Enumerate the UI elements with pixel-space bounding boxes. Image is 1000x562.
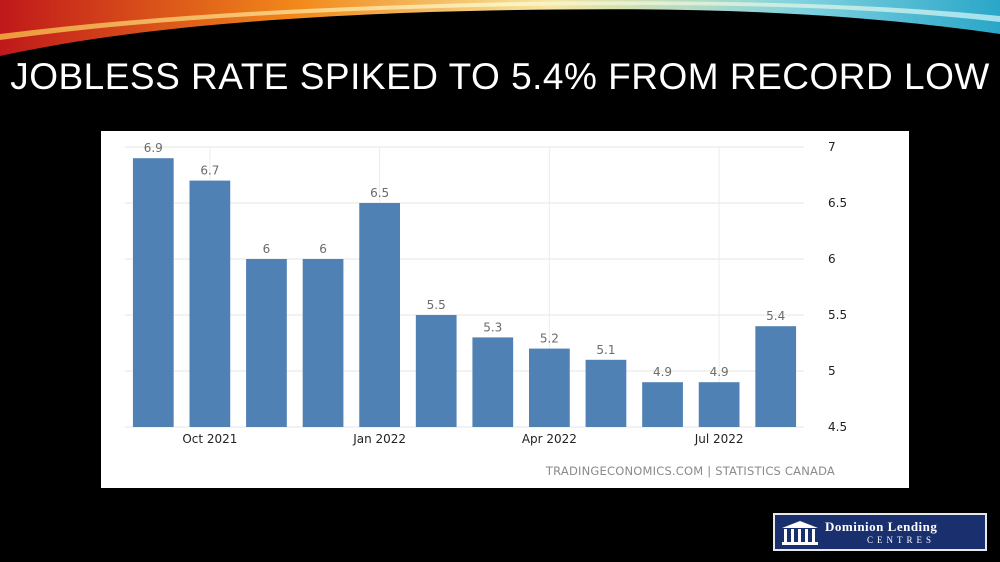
bar bbox=[359, 203, 400, 427]
y-tick-label: 4.5 bbox=[828, 420, 847, 434]
logo-subtitle: CENTRES bbox=[867, 535, 936, 545]
bar-value-labels: 6.9 6.7 6 6 6.5 5.5 5.3 5.2 5.1 4.9 4.9 5.4 bbox=[144, 141, 786, 379]
bar-value-label: 5.3 bbox=[483, 320, 502, 334]
bar-value-label: 5.2 bbox=[540, 332, 559, 346]
logo-wordmark: Dominion Lending bbox=[825, 519, 938, 534]
x-tick-label: Jan 2022 bbox=[352, 432, 406, 446]
bar bbox=[415, 315, 457, 427]
bar-value-label: 4.9 bbox=[710, 365, 729, 379]
x-tick-label: Jul 2022 bbox=[694, 432, 744, 446]
source-credit: TRADINGECONOMICS.COM | STATISTICS CANADA bbox=[545, 464, 835, 478]
bar-value-label: 6.7 bbox=[200, 164, 219, 178]
slide-title: JOBLESS RATE SPIKED TO 5.4% FROM RECORD … bbox=[10, 56, 990, 97]
x-tick-label: Apr 2022 bbox=[522, 432, 577, 446]
bar-value-label: 4.9 bbox=[653, 365, 672, 379]
building-icon bbox=[782, 521, 818, 545]
company-logo: Dominion Lending CENTRES bbox=[773, 513, 987, 551]
bar-value-label: 5.5 bbox=[427, 298, 446, 312]
decorative-swoosh bbox=[0, 0, 1000, 56]
bar bbox=[642, 382, 683, 427]
bar bbox=[246, 259, 287, 427]
bar-value-label: 5.1 bbox=[596, 343, 615, 357]
bar bbox=[189, 180, 231, 427]
y-tick-label: 6.5 bbox=[828, 196, 847, 210]
x-tick-label: Oct 2021 bbox=[182, 432, 237, 446]
bars bbox=[132, 158, 797, 427]
bar bbox=[585, 359, 627, 427]
y-axis-ticks: 7 6.5 6 5.5 5 4.5 bbox=[828, 140, 847, 434]
bar-value-label: 6 bbox=[319, 242, 327, 256]
bar bbox=[472, 337, 514, 427]
x-axis-ticks: Oct 2021 Jan 2022 Apr 2022 Jul 2022 bbox=[182, 432, 743, 446]
bar bbox=[302, 259, 344, 427]
y-tick-label: 7 bbox=[828, 140, 836, 154]
bar-value-label: 6.5 bbox=[370, 186, 389, 200]
bar-value-label: 5.4 bbox=[766, 309, 785, 323]
y-tick-label: 5 bbox=[828, 364, 836, 378]
bar-value-label: 6 bbox=[263, 242, 271, 256]
chart-panel: 6.9 6.7 6 6 6.5 5.5 5.3 5.2 5.1 4.9 4.9 5.4 7 6.5 6 5.… bbox=[101, 131, 909, 488]
bar-chart: 6.9 6.7 6 6 6.5 5.5 5.3 5.2 5.1 4.9 4.9 5.4 7 6.5 6 5.… bbox=[125, 140, 847, 446]
bar bbox=[698, 382, 740, 427]
bar bbox=[755, 326, 797, 427]
y-tick-label: 6 bbox=[828, 252, 836, 266]
bar bbox=[529, 348, 570, 427]
bar bbox=[132, 158, 174, 427]
bar-value-label: 6.9 bbox=[144, 141, 163, 155]
y-tick-label: 5.5 bbox=[828, 308, 847, 322]
grid-lines bbox=[125, 146, 804, 428]
